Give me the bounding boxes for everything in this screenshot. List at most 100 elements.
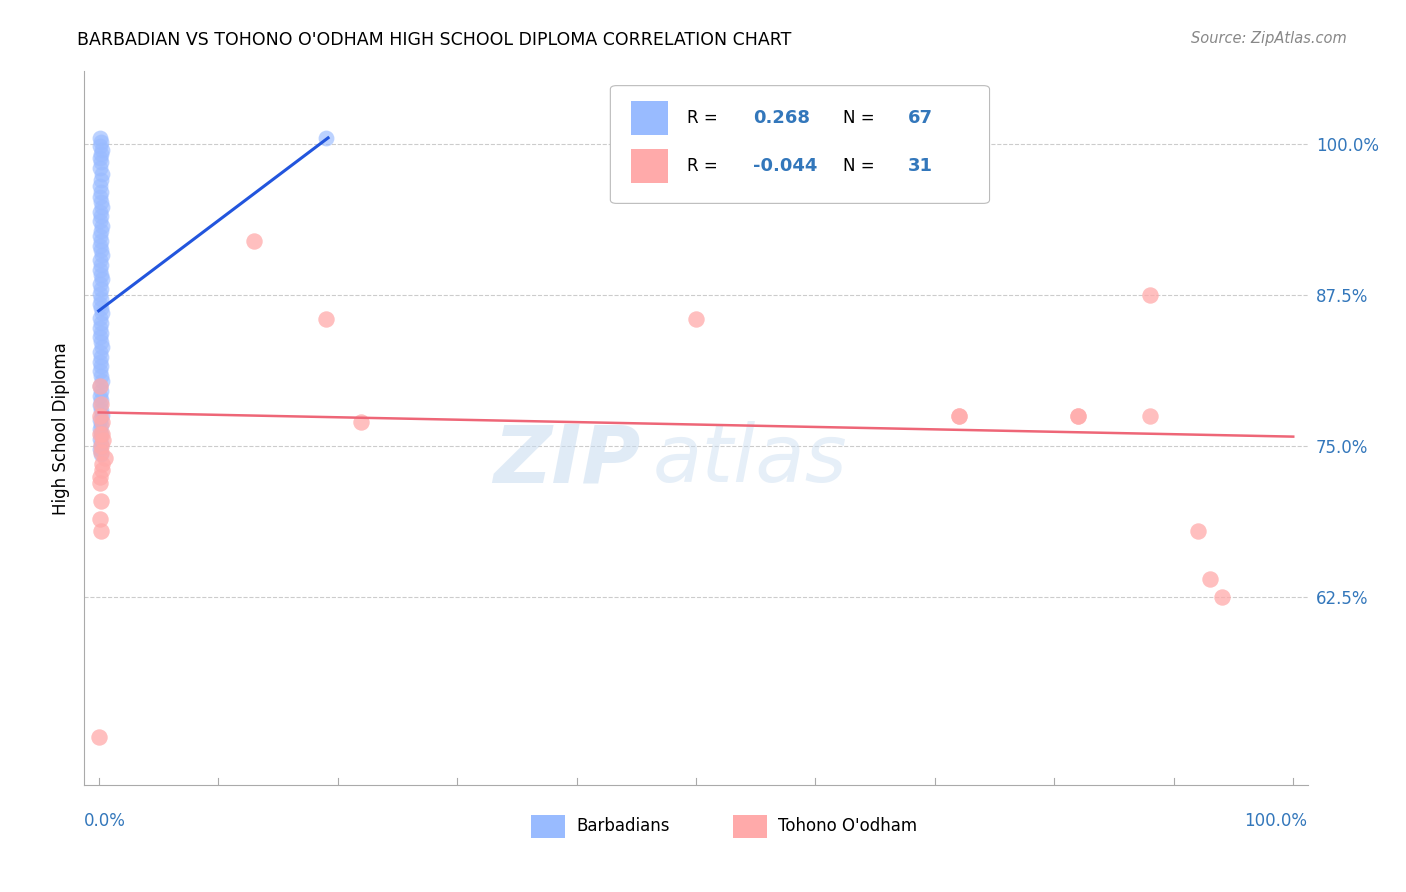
Point: [90, 234, 112, 248]
Point: [89, 379, 111, 393]
Point: [90, 326, 112, 340]
Point: [89, 427, 111, 442]
Point: [1139, 409, 1161, 423]
Point: [89, 204, 111, 219]
Text: 31: 31: [908, 157, 932, 175]
Point: [90, 397, 112, 411]
Point: [91, 340, 114, 354]
Point: [1067, 409, 1090, 423]
Point: [89, 296, 111, 310]
Point: [89, 364, 111, 378]
Point: [1187, 524, 1209, 538]
Point: [91, 463, 114, 477]
Point: [89, 469, 111, 483]
Point: [89, 139, 111, 153]
Point: [90, 524, 112, 538]
Point: [90, 335, 112, 350]
Text: 0.268: 0.268: [754, 109, 810, 127]
Point: [243, 234, 266, 248]
Point: [90, 393, 112, 408]
Bar: [631, 149, 668, 184]
Point: [90, 417, 112, 432]
Point: [89, 190, 111, 204]
Point: [89, 311, 111, 326]
Point: [90, 427, 112, 442]
Point: [91, 143, 114, 157]
Point: [89, 379, 111, 393]
Point: [1198, 572, 1220, 586]
Point: [90, 316, 112, 330]
Point: [90, 493, 112, 508]
Point: [89, 475, 111, 490]
Point: [89, 442, 111, 456]
Point: [90, 146, 112, 161]
Bar: [733, 815, 766, 838]
Point: [87, 730, 110, 744]
Text: Source: ZipAtlas.com: Source: ZipAtlas.com: [1191, 31, 1347, 46]
Point: [91, 427, 114, 442]
Point: [91, 248, 114, 262]
Text: R =: R =: [688, 109, 718, 127]
Point: [89, 152, 111, 166]
Point: [90, 268, 112, 282]
Point: [89, 345, 111, 359]
Text: 67: 67: [908, 109, 932, 127]
Point: [91, 200, 114, 214]
Text: -0.044: -0.044: [754, 157, 818, 175]
Point: [90, 439, 112, 453]
Point: [90, 445, 112, 459]
Point: [89, 277, 111, 292]
Point: [90, 244, 112, 258]
Point: [90, 224, 112, 238]
Point: [90, 350, 112, 364]
Point: [89, 398, 111, 412]
Point: [89, 286, 111, 301]
Point: [89, 330, 111, 344]
Point: [315, 131, 337, 145]
Point: [90, 359, 112, 374]
Point: [90, 384, 112, 398]
Point: [89, 179, 111, 194]
Bar: [631, 101, 668, 135]
Point: [90, 437, 112, 451]
Point: [91, 458, 114, 472]
Point: [90, 210, 112, 224]
Point: [89, 214, 111, 228]
Point: [93, 434, 115, 448]
Point: [91, 374, 114, 388]
Bar: [531, 815, 565, 838]
Text: 0.0%: 0.0%: [84, 812, 127, 830]
Point: [90, 446, 112, 460]
Point: [90, 155, 112, 169]
Text: N =: N =: [842, 157, 875, 175]
Point: [350, 415, 373, 429]
Point: [89, 388, 111, 402]
Point: [89, 253, 111, 268]
Text: Tohono O'odham: Tohono O'odham: [778, 817, 917, 835]
Point: [91, 408, 114, 422]
Text: R =: R =: [688, 157, 718, 175]
Point: [90, 194, 112, 209]
Text: Barbadians: Barbadians: [576, 817, 669, 835]
Point: [89, 262, 111, 277]
Point: [90, 173, 112, 187]
Point: [948, 409, 970, 423]
Point: [315, 312, 337, 326]
Text: ZIP: ZIP: [494, 421, 641, 500]
Text: atlas: atlas: [654, 421, 848, 500]
Point: [91, 415, 114, 429]
Point: [91, 306, 114, 320]
Point: [90, 258, 112, 272]
Point: [89, 413, 111, 427]
Point: [93, 451, 115, 466]
Point: [91, 167, 114, 181]
FancyBboxPatch shape: [610, 86, 990, 203]
Point: [89, 161, 111, 175]
Point: [90, 292, 112, 306]
Point: [89, 354, 111, 368]
Point: [90, 301, 112, 316]
Point: [90, 282, 112, 296]
Point: [90, 135, 112, 149]
Point: [1067, 409, 1090, 423]
Text: BARBADIAN VS TOHONO O'ODHAM HIGH SCHOOL DIPLOMA CORRELATION CHART: BARBADIAN VS TOHONO O'ODHAM HIGH SCHOOL …: [77, 31, 792, 49]
